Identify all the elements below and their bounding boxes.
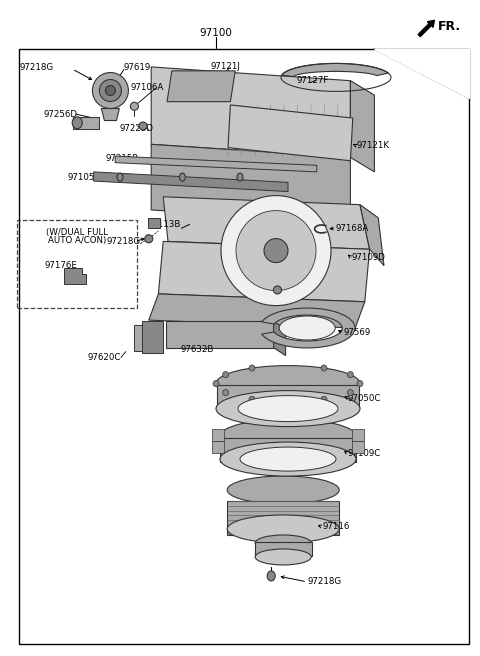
Ellipse shape — [216, 365, 360, 401]
Polygon shape — [142, 321, 163, 353]
Polygon shape — [149, 294, 365, 328]
Ellipse shape — [213, 380, 219, 386]
Ellipse shape — [348, 390, 353, 396]
Ellipse shape — [236, 211, 316, 291]
Ellipse shape — [227, 476, 339, 504]
Polygon shape — [212, 429, 224, 441]
Ellipse shape — [223, 371, 228, 378]
Polygon shape — [158, 241, 370, 302]
Ellipse shape — [240, 447, 336, 471]
Ellipse shape — [221, 195, 331, 306]
Text: 97218G: 97218G — [307, 577, 341, 586]
Text: 97050C: 97050C — [348, 394, 382, 403]
Polygon shape — [166, 321, 274, 348]
Text: 97218G: 97218G — [107, 237, 141, 246]
Text: 97215P: 97215P — [106, 154, 138, 163]
Ellipse shape — [267, 571, 275, 581]
Ellipse shape — [220, 419, 356, 453]
Ellipse shape — [279, 316, 335, 340]
Text: 97105C: 97105C — [67, 173, 101, 182]
Text: 97121K: 97121K — [356, 141, 389, 150]
Polygon shape — [151, 144, 350, 223]
Text: 97109C: 97109C — [348, 449, 381, 459]
Text: 97225D: 97225D — [119, 124, 153, 133]
Ellipse shape — [139, 122, 147, 130]
Ellipse shape — [321, 365, 327, 371]
Ellipse shape — [72, 117, 82, 129]
Polygon shape — [282, 64, 388, 77]
Text: 97121J: 97121J — [210, 62, 240, 72]
Text: 97256D: 97256D — [43, 110, 77, 119]
Text: 97127F: 97127F — [296, 75, 328, 85]
Polygon shape — [255, 542, 312, 556]
Polygon shape — [151, 67, 350, 157]
Polygon shape — [352, 441, 364, 453]
Text: FR.: FR. — [438, 20, 461, 33]
Ellipse shape — [106, 85, 115, 96]
Text: 97168A: 97168A — [336, 224, 369, 233]
Ellipse shape — [357, 380, 363, 386]
Text: 97116: 97116 — [322, 522, 349, 531]
Ellipse shape — [216, 390, 360, 426]
Ellipse shape — [92, 73, 129, 108]
Text: 97106A: 97106A — [131, 83, 164, 92]
Ellipse shape — [321, 396, 327, 402]
Polygon shape — [220, 438, 356, 462]
Polygon shape — [212, 441, 224, 453]
Ellipse shape — [220, 442, 356, 476]
Text: 97176E: 97176E — [44, 261, 77, 270]
Ellipse shape — [249, 396, 255, 402]
Text: 97218G: 97218G — [271, 280, 305, 289]
Text: 97632B: 97632B — [180, 345, 214, 354]
Ellipse shape — [223, 390, 228, 396]
Polygon shape — [134, 325, 142, 351]
Polygon shape — [167, 71, 235, 102]
Ellipse shape — [99, 79, 121, 102]
Polygon shape — [64, 268, 86, 283]
Polygon shape — [227, 501, 339, 535]
Ellipse shape — [238, 396, 338, 422]
Text: 97109D: 97109D — [351, 253, 385, 262]
Polygon shape — [360, 205, 384, 266]
Polygon shape — [228, 105, 353, 161]
Ellipse shape — [255, 549, 311, 565]
Ellipse shape — [180, 173, 185, 181]
Ellipse shape — [227, 515, 339, 543]
Ellipse shape — [131, 102, 138, 110]
Polygon shape — [262, 308, 355, 348]
Polygon shape — [217, 385, 359, 410]
Text: 97620C: 97620C — [87, 353, 121, 362]
Ellipse shape — [145, 235, 153, 243]
Text: 97619: 97619 — [124, 63, 151, 72]
Ellipse shape — [117, 173, 123, 181]
Polygon shape — [148, 218, 160, 228]
Text: (W/DUAL FULL: (W/DUAL FULL — [46, 228, 108, 237]
Text: 97218G: 97218G — [19, 63, 53, 72]
Ellipse shape — [237, 173, 243, 181]
Polygon shape — [101, 108, 120, 121]
Polygon shape — [374, 49, 469, 98]
Polygon shape — [352, 429, 364, 441]
Polygon shape — [274, 321, 286, 356]
Text: AUTO A/CON): AUTO A/CON) — [48, 236, 106, 245]
Polygon shape — [94, 172, 288, 192]
Polygon shape — [350, 81, 374, 172]
Polygon shape — [163, 197, 370, 249]
Polygon shape — [73, 117, 99, 129]
Text: 97113B: 97113B — [148, 220, 181, 229]
Polygon shape — [115, 156, 317, 172]
Bar — [17, 220, 137, 308]
Ellipse shape — [249, 365, 255, 371]
Ellipse shape — [255, 535, 311, 551]
Ellipse shape — [274, 286, 281, 294]
Text: 97100: 97100 — [200, 28, 232, 38]
FancyArrow shape — [418, 20, 434, 37]
Ellipse shape — [264, 239, 288, 262]
Ellipse shape — [348, 371, 353, 378]
Text: 97569: 97569 — [344, 328, 371, 337]
